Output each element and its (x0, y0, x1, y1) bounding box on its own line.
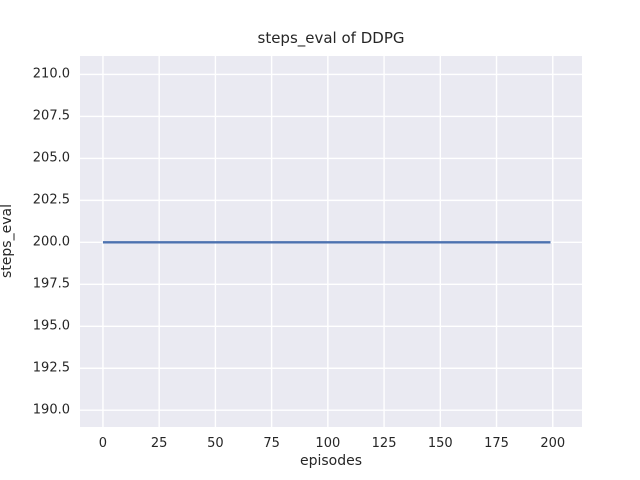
y-tick-label: 195.0 (32, 318, 70, 334)
chart-title: steps_eval of DDPG (257, 29, 405, 47)
x-tick-label: 50 (207, 436, 224, 451)
y-tick-label: 207.5 (32, 108, 70, 124)
x-tick-label: 75 (263, 436, 280, 451)
y-axis-label: steps_eval (0, 204, 15, 278)
x-tick-label: 25 (150, 436, 168, 451)
y-tick-label: 200.0 (32, 234, 70, 250)
plot-canvas (80, 56, 582, 427)
y-tick-label: 205.0 (32, 150, 70, 166)
y-tick-label: 202.5 (32, 192, 70, 208)
y-tick-label: 190.0 (32, 402, 70, 418)
plot-area (80, 56, 582, 427)
y-tick-label: 197.5 (32, 276, 70, 292)
y-tick-label: 192.5 (32, 360, 70, 376)
x-tick-label: 200 (540, 436, 566, 451)
x-tick-label: 100 (315, 436, 341, 451)
x-tick-label: 0 (98, 436, 108, 451)
x-axis-label: episodes (299, 453, 363, 469)
x-tick-label: 175 (484, 436, 509, 451)
y-tick-label: 210.0 (32, 66, 70, 82)
x-tick-label: 125 (371, 436, 397, 451)
x-tick-label: 150 (427, 436, 453, 451)
